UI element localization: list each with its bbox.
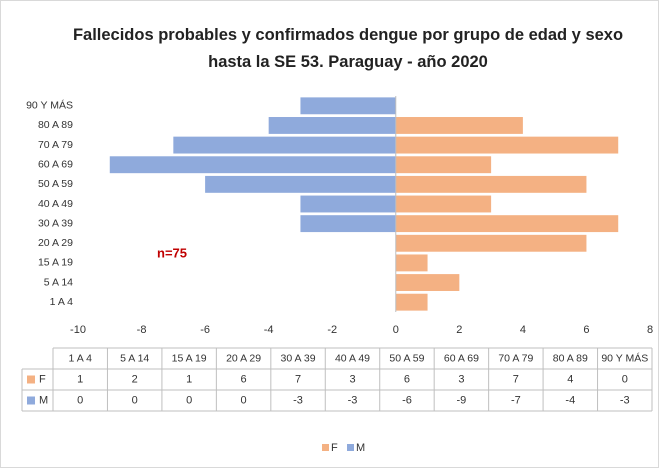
table-header: 40 A 49 (335, 352, 370, 364)
table-cell: 0 (132, 394, 138, 406)
x-tick-label: -8 (137, 324, 147, 336)
legend-swatch (347, 444, 354, 451)
bar (395, 136, 619, 154)
bar (300, 215, 396, 233)
table-cell: -3 (620, 394, 630, 406)
bar (395, 274, 460, 291)
x-tick-label: -6 (200, 324, 210, 336)
y-tick-label: 80 A 89 (38, 119, 73, 131)
table-cell: 0 (241, 394, 247, 406)
legend-swatch (322, 444, 329, 451)
table-cell: -4 (565, 394, 575, 406)
bar (205, 175, 396, 193)
table-cell: 0 (186, 394, 192, 406)
table-cell: 1 (186, 373, 192, 385)
table-header: 30 A 39 (281, 352, 316, 364)
table-header: 80 A 89 (553, 352, 588, 364)
y-tick-label: 90 Y MÁS (26, 99, 73, 112)
bar (173, 136, 396, 154)
y-tick-label: 50 A 59 (38, 178, 73, 190)
table-cell: 1 (77, 373, 83, 385)
table-cell: 6 (404, 373, 410, 385)
legend-key (27, 396, 35, 405)
legend-key (27, 375, 35, 384)
table-cell: 0 (622, 373, 628, 385)
table-row-label: F (39, 373, 46, 385)
chart-title: Fallecidos probables y confirmados dengu… (72, 26, 624, 71)
y-tick-label: 60 A 69 (38, 159, 73, 171)
bar (395, 195, 492, 213)
y-tick-label: 5 A 14 (44, 276, 73, 288)
table-header: 70 A 79 (498, 352, 533, 364)
table-cell: -7 (511, 394, 521, 406)
x-tick-label: -2 (327, 324, 337, 336)
bar (268, 117, 396, 134)
x-tick-label: 2 (456, 324, 462, 336)
table-cell: -6 (402, 394, 412, 406)
bar (395, 175, 587, 193)
bar (109, 156, 396, 174)
table-cell: 6 (241, 373, 247, 385)
x-tick-label: -10 (70, 324, 86, 336)
bar (395, 215, 619, 233)
table-cell: -9 (457, 394, 467, 406)
table-header: 5 A 14 (120, 352, 149, 364)
table-header: 20 A 29 (226, 352, 261, 364)
x-tick-label: 6 (583, 324, 589, 336)
bar (395, 234, 587, 252)
table-cell: 3 (349, 373, 355, 385)
x-tick-label: 4 (520, 324, 526, 336)
bar (395, 254, 428, 272)
y-tick-label: 70 A 79 (38, 139, 73, 151)
table-header: 50 A 59 (389, 352, 424, 364)
legend-label: F (331, 442, 338, 454)
table-cell: 4 (567, 373, 573, 385)
y-tick-label: 15 A 19 (38, 257, 73, 269)
bar (395, 156, 492, 174)
bar (395, 117, 523, 134)
table-header: 15 A 19 (172, 352, 207, 364)
legend-label: M (356, 442, 365, 454)
y-tick-label: 30 A 39 (38, 217, 73, 229)
table-row-label: M (39, 394, 48, 406)
table-cell: 7 (513, 373, 519, 385)
table-cell: -3 (293, 394, 303, 406)
y-tick-label: 1 A 4 (50, 296, 74, 308)
x-tick-label: 8 (647, 324, 653, 336)
table-cell: 2 (132, 373, 138, 385)
table-header: 60 A 69 (444, 352, 479, 364)
table-cell: 7 (295, 373, 301, 385)
bar (395, 293, 428, 311)
table-header: 90 Y MÁS (601, 351, 648, 364)
table-cell: -3 (348, 394, 358, 406)
table-cell: 0 (77, 394, 83, 406)
y-tick-label: 20 A 29 (38, 237, 73, 249)
annotation: n=75 (157, 245, 187, 260)
table-cell: 3 (458, 373, 464, 385)
bar (300, 195, 396, 213)
x-tick-label: 0 (393, 324, 399, 336)
table-header: 1 A 4 (69, 352, 93, 364)
bar (300, 97, 396, 115)
y-tick-label: 40 A 49 (38, 198, 73, 210)
x-tick-label: -4 (264, 324, 274, 336)
